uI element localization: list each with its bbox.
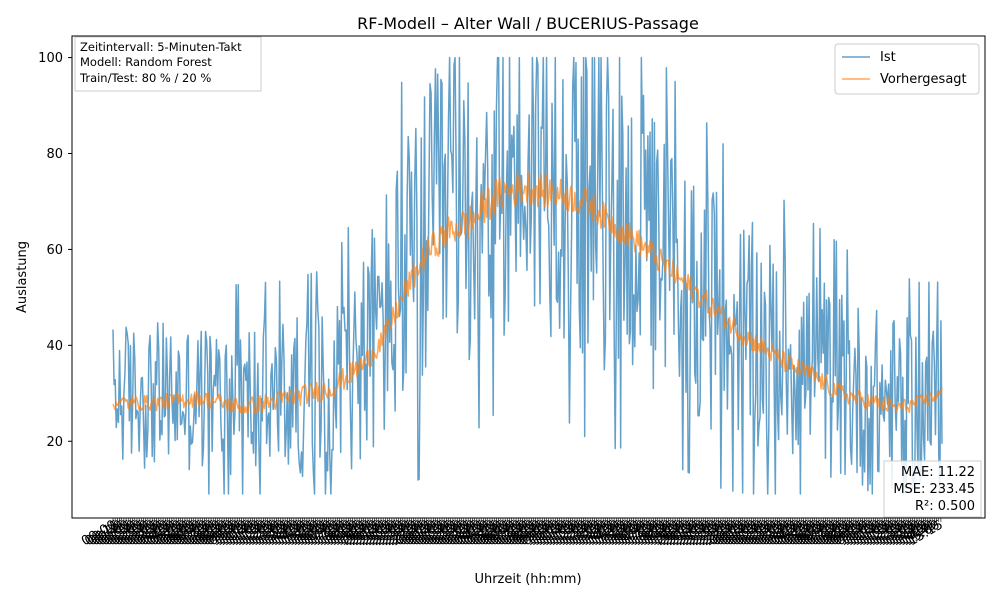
y-axis-label: Auslastung bbox=[15, 241, 30, 313]
y-tick-label: 60 bbox=[46, 243, 63, 258]
metrics-box: MAE: 11.22 MSE: 233.45 R²: 0.500 bbox=[883, 460, 982, 518]
legend-frame bbox=[834, 43, 980, 95]
metric-r2: R²: 0.500 bbox=[915, 499, 975, 514]
series-line-vorhergesagt bbox=[112, 172, 943, 414]
legend-label-vorhergesagt: Vorhergesagt bbox=[880, 72, 967, 87]
series-line-ist bbox=[112, 56, 943, 495]
metric-mae: MAE: 11.22 bbox=[901, 465, 975, 480]
y-tick-label: 40 bbox=[46, 339, 63, 354]
x-axis: 00:0000:1500:3000:4501:0001:1501:3001:45… bbox=[79, 517, 946, 549]
info-line-model: Modell: Random Forest bbox=[80, 55, 212, 69]
y-tick-label: 20 bbox=[46, 435, 63, 450]
legend: Ist Vorhergesagt bbox=[834, 43, 980, 95]
info-box-frame bbox=[74, 36, 262, 92]
legend-label-ist: Ist bbox=[880, 50, 896, 65]
info-line-interval: Zeitintervall: 5-Minuten-Takt bbox=[80, 40, 242, 54]
info-line-split: Train/Test: 80 % / 20 % bbox=[79, 71, 211, 85]
x-ticks bbox=[112, 518, 942, 522]
y-axis: 20 40 60 80 100 bbox=[38, 51, 72, 450]
plot-frame bbox=[71, 35, 986, 519]
info-box: Zeitintervall: 5-Minuten-Takt Modell: Ra… bbox=[74, 36, 262, 92]
x-axis-label: Uhrzeit (hh:mm) bbox=[474, 572, 581, 587]
y-tick-label: 80 bbox=[46, 147, 63, 162]
y-tick-label: 100 bbox=[38, 51, 63, 66]
chart-title: RF-Modell – Alter Wall / BUCERIUS-Passag… bbox=[357, 14, 699, 33]
series-layer bbox=[112, 56, 943, 495]
metric-mse: MSE: 233.45 bbox=[893, 482, 975, 497]
plot-area bbox=[71, 35, 986, 519]
metrics-frame bbox=[883, 460, 982, 518]
